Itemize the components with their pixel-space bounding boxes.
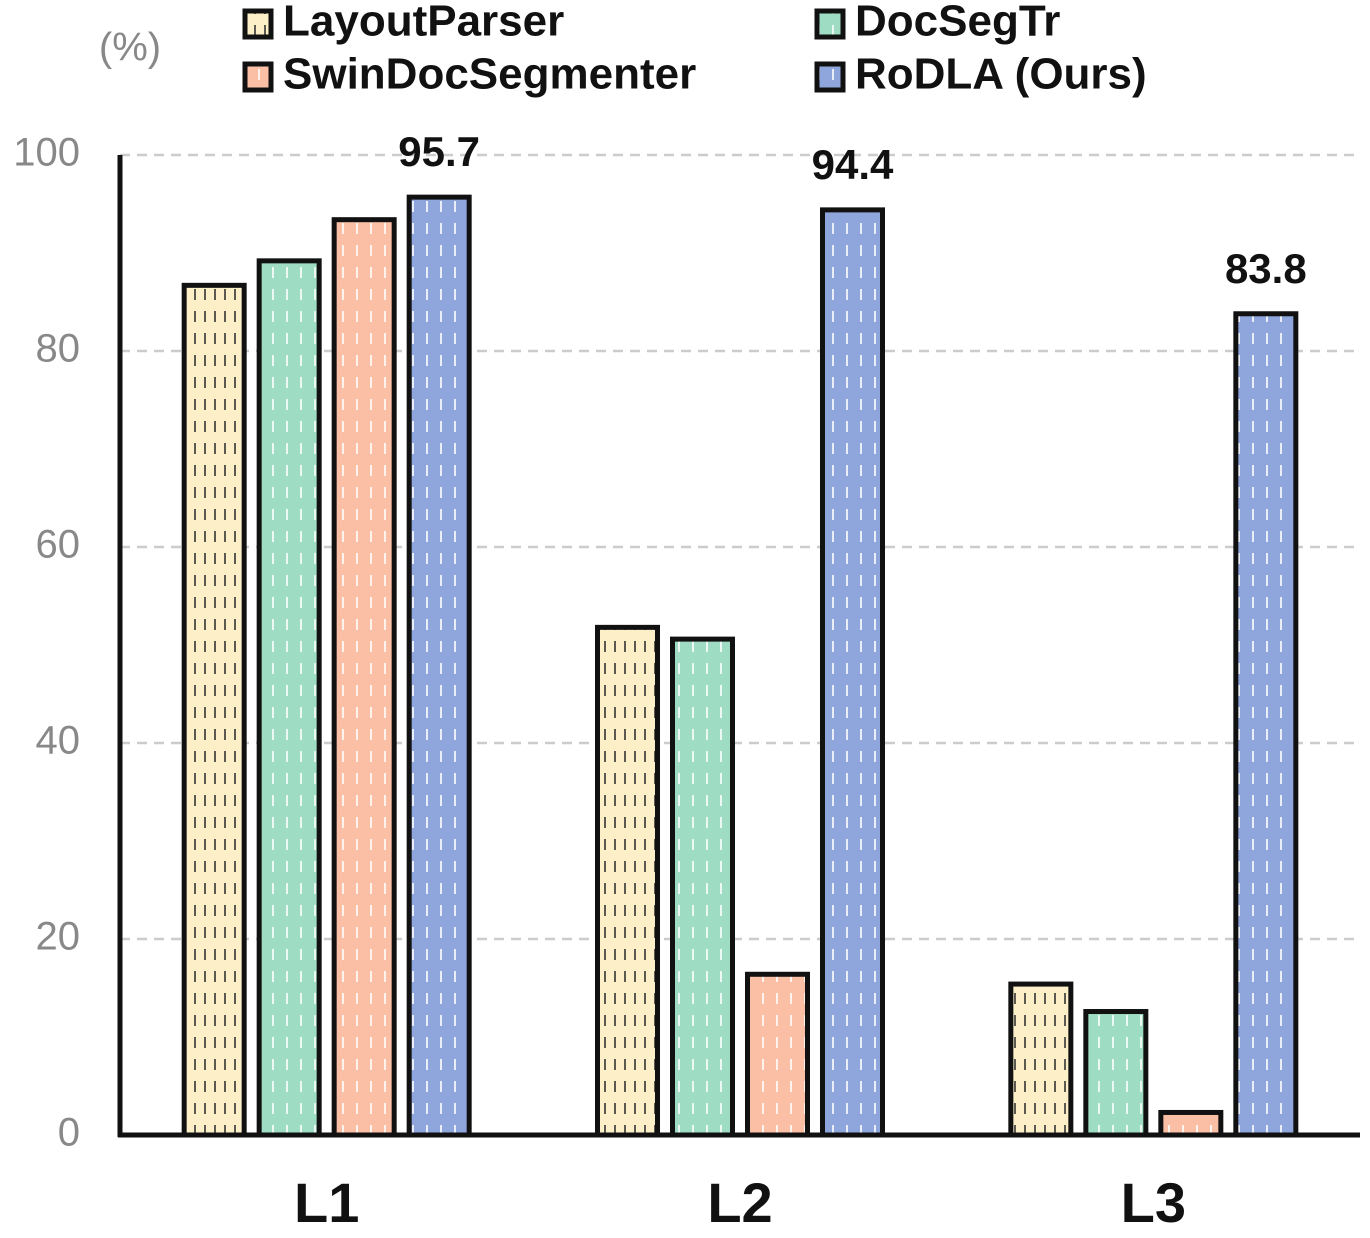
legend-swatch — [814, 61, 846, 93]
y-tick-label: 80 — [36, 327, 81, 371]
bar — [181, 282, 247, 1138]
x-tick-label: L1 — [294, 1171, 359, 1234]
y-tick-label: 60 — [36, 523, 81, 567]
legend-swatch — [814, 8, 846, 40]
y-tick-label: 40 — [36, 719, 81, 763]
bar — [820, 207, 885, 1138]
y-tick-label: 20 — [36, 915, 81, 959]
bar — [1083, 1009, 1149, 1138]
legend-label: RoDLA (Ours) — [855, 50, 1147, 99]
bar — [1158, 1109, 1224, 1138]
value-label: 83.8 — [1225, 245, 1307, 292]
value-label: 94.4 — [812, 141, 894, 188]
bar — [331, 217, 397, 1138]
bar — [1008, 981, 1074, 1138]
bar — [745, 971, 810, 1138]
x-tick-label: L3 — [1121, 1171, 1186, 1234]
bar — [1233, 311, 1299, 1138]
x-tick-label: L2 — [707, 1171, 772, 1234]
y-tick-label: 100 — [13, 131, 80, 175]
legend-label: DocSegTr — [855, 0, 1060, 46]
bar — [595, 624, 660, 1138]
legend-swatch — [242, 8, 274, 40]
legend-label: LayoutParser — [283, 0, 564, 46]
bar — [670, 636, 735, 1138]
bar — [256, 258, 322, 1138]
bar — [406, 194, 472, 1138]
y-tick-label: 0 — [58, 1111, 80, 1155]
legend-label: SwinDocSegmenter — [283, 50, 696, 99]
value-label: 95.7 — [398, 128, 480, 175]
legend-swatch — [242, 61, 274, 93]
y-axis-label: (%) — [99, 26, 161, 70]
